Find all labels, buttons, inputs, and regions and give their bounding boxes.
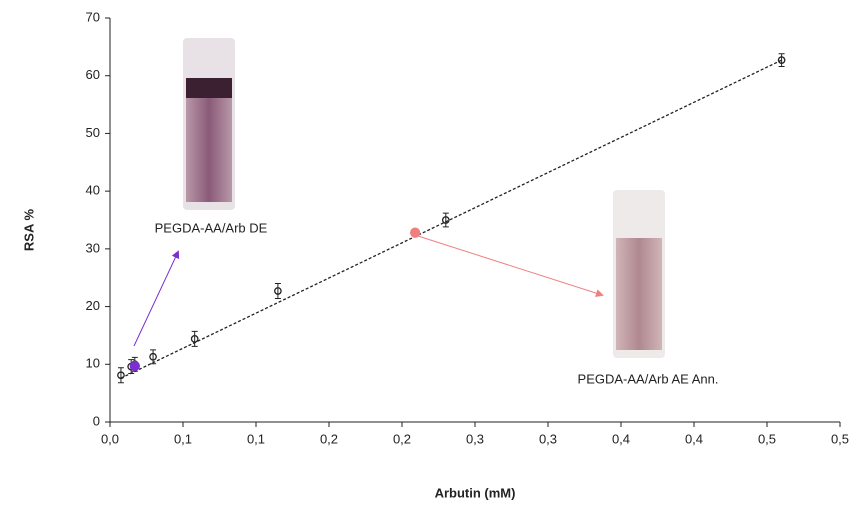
cuvette-image <box>183 38 235 210</box>
x-tick-label: 0,5 <box>758 431 776 446</box>
y-tick-label: 20 <box>86 298 100 313</box>
y-tick-label: 60 <box>86 67 100 82</box>
data-point <box>411 228 420 237</box>
y-tick-label: 40 <box>86 183 100 198</box>
error-bar <box>443 213 449 227</box>
x-tick-label: 0,4 <box>612 431 630 446</box>
x-tick-label: 0,0 <box>101 431 119 446</box>
y-tick-label: 10 <box>86 356 100 371</box>
x-tick-label: 0,4 <box>685 431 703 446</box>
annotation: PEGDA-AA/Arb AE Ann. <box>578 371 719 386</box>
arrow <box>418 236 602 295</box>
error-bar <box>275 283 281 298</box>
x-tick-label: 0,3 <box>539 431 557 446</box>
error-bar <box>192 331 198 346</box>
y-tick-label: 50 <box>86 125 100 140</box>
data-point <box>130 362 139 371</box>
y-tick-label: 70 <box>86 9 100 24</box>
x-tick-label: 0,1 <box>174 431 192 446</box>
y-axis-label: RSA % <box>21 208 36 251</box>
cuvette-image <box>613 190 665 358</box>
x-tick-label: 0,5 <box>831 431 849 446</box>
y-tick-label: 30 <box>86 240 100 255</box>
x-tick-label: 0,1 <box>247 431 265 446</box>
x-tick-label: 0,3 <box>466 431 484 446</box>
x-tick-label: 0,2 <box>393 431 411 446</box>
error-bar <box>779 54 785 67</box>
y-tick-label: 0 <box>93 413 100 428</box>
error-bar <box>118 368 124 383</box>
x-tick-label: 0,2 <box>320 431 338 446</box>
chart: RSA % Arbutin (mM) PEGDA-AA/Arb DE PEGDA… <box>0 0 853 503</box>
annotation: PEGDA-AA/Arb DE <box>155 220 268 235</box>
arrow <box>134 252 178 346</box>
x-axis-label: Arbutin (mM) <box>435 485 516 500</box>
